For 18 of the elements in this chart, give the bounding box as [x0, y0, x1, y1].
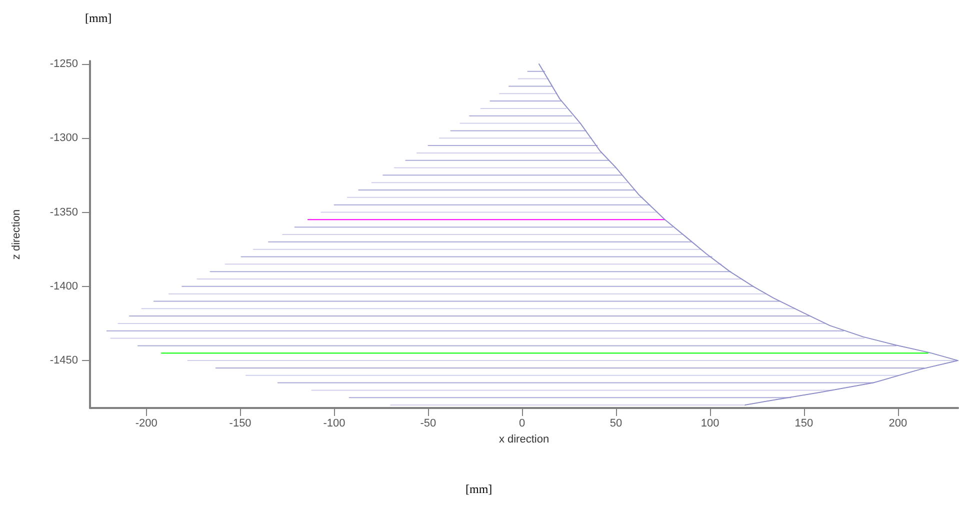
- y-tick-label: -1350: [50, 206, 78, 218]
- x-tick-label: 150: [794, 418, 814, 430]
- y-tick-label: -1450: [50, 354, 78, 367]
- y-axis-title: z direction: [10, 209, 22, 260]
- x-tick-label: -100: [323, 418, 346, 430]
- x-axis-title: x direction: [498, 433, 550, 446]
- x-tick-label: -150: [229, 418, 252, 430]
- text: [mm]: [466, 482, 492, 496]
- y-tick-label: -1400: [50, 280, 78, 292]
- x-tick-label: 0: [519, 418, 526, 430]
- x-tick-label: -200: [135, 418, 158, 430]
- x-tick-label: 200: [888, 418, 908, 430]
- x-tick-label: 100: [700, 418, 720, 430]
- x-tick-label: -50: [420, 418, 436, 430]
- text: [mm]: [85, 11, 112, 25]
- y-tick-label: -1300: [50, 132, 78, 144]
- x-tick-label: 50: [610, 418, 622, 430]
- y-tick-label: -1250: [50, 58, 78, 70]
